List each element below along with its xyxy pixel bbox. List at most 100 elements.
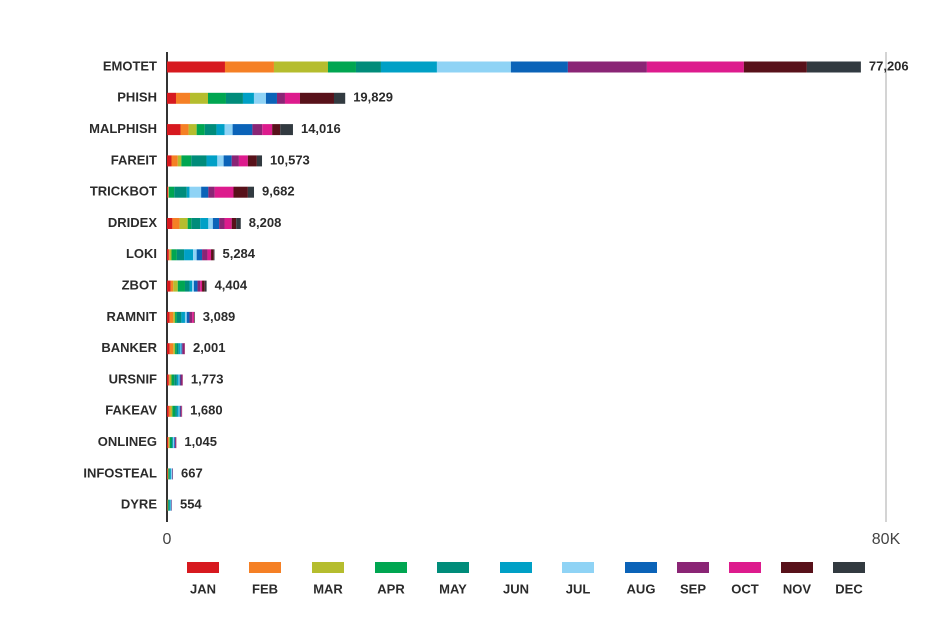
bar-segment (189, 280, 193, 292)
bar-segment (216, 124, 225, 136)
legend-label: DEC (835, 581, 863, 596)
bar-segment (168, 374, 170, 386)
bar-segment (175, 92, 191, 104)
bar-segment (187, 218, 192, 229)
legend-swatch (437, 562, 469, 573)
bar-segment (252, 124, 263, 136)
bar-segment (223, 155, 232, 167)
bar-segment (170, 499, 172, 511)
legend-label: FEB (252, 581, 278, 596)
bar-segment (180, 405, 182, 417)
total-label: 19,829 (353, 90, 393, 105)
bar-segment (168, 405, 171, 417)
bar-segment (806, 61, 861, 73)
bar-segment (175, 405, 177, 417)
category-label: BANKER (101, 340, 157, 355)
bar-segment (174, 437, 176, 449)
total-label: 554 (180, 497, 202, 512)
bar-segment (177, 155, 182, 167)
bar-segment (169, 499, 171, 511)
bar-segment (168, 249, 170, 261)
bar-segment (207, 92, 226, 104)
bar-segment (184, 311, 187, 323)
total-label: 77,206 (869, 58, 909, 73)
bar-segment (169, 249, 172, 261)
bar-segment (247, 186, 255, 198)
bar-segment (176, 249, 185, 261)
legend-label: JAN (190, 581, 216, 596)
bar-segment (177, 280, 185, 292)
bar-segment (175, 311, 177, 323)
bar-segment (184, 249, 194, 261)
bar-segment (175, 437, 176, 449)
legend-swatch (625, 562, 657, 573)
category-label: TRICKBOT (90, 184, 157, 199)
total-label: 14,016 (301, 121, 341, 136)
legend-swatch (187, 562, 219, 573)
bar-segment (179, 374, 181, 386)
bar-segment (180, 343, 182, 355)
bar-segment (256, 155, 263, 167)
total-label: 1,045 (184, 434, 217, 449)
bar-segment (167, 343, 170, 355)
legend-label: OCT (731, 581, 759, 596)
bar-segment (192, 311, 194, 323)
legend-label: SEP (680, 581, 706, 596)
bar-segment (181, 311, 185, 323)
legend-swatch (781, 562, 813, 573)
bar-segment (646, 61, 744, 73)
bar-segment (167, 155, 172, 167)
bar-segment (178, 343, 181, 355)
bar-segment (225, 92, 243, 104)
bar-segment (214, 186, 234, 198)
bar-segment (207, 249, 212, 261)
category-label: ONLINEG (98, 434, 157, 449)
bar-segment (231, 155, 239, 167)
legend-swatch (729, 562, 761, 573)
bar-segment (186, 311, 190, 323)
bar-segment (171, 437, 173, 449)
category-label: FAREIT (111, 152, 157, 167)
category-label: DRIDEX (108, 215, 157, 230)
bar-segment (231, 218, 237, 229)
bar-segment (204, 124, 217, 136)
bar-segment (171, 155, 178, 167)
bar-segment (436, 61, 511, 73)
bar-segment (280, 124, 293, 136)
bar-segment (276, 92, 285, 104)
bar-segment (193, 249, 197, 261)
bar-segment (170, 405, 173, 417)
legend-label: JUL (566, 581, 591, 596)
legend-swatch (562, 562, 594, 573)
bar-segment (208, 186, 215, 198)
bar-segment (193, 280, 198, 292)
bar-segment (184, 280, 190, 292)
category-label: FAKEAV (105, 403, 157, 418)
bar-segment (743, 61, 807, 73)
total-label: 5,284 (222, 246, 255, 261)
bar-segment (284, 92, 300, 104)
bar-segment (197, 280, 201, 292)
bar-segment (170, 280, 174, 292)
bar-segment (181, 155, 192, 167)
category-label: DYRE (121, 497, 157, 512)
bar-segment (167, 92, 176, 104)
bar-segment (189, 311, 193, 323)
legend-swatch (500, 562, 532, 573)
bar-segment (201, 186, 209, 198)
bar-segment (224, 218, 232, 229)
bar-segment (167, 499, 169, 511)
bar-segment (172, 405, 176, 417)
bar-segment (173, 311, 176, 323)
bar-segment (212, 218, 220, 229)
bar-segment (176, 311, 182, 323)
bar-segment (172, 437, 174, 449)
bar-segment (171, 249, 177, 261)
legend-label: NOV (783, 581, 812, 596)
bar-segment (265, 92, 277, 104)
bar-segment (206, 155, 218, 167)
bar-segment (299, 92, 334, 104)
category-label: PHISH (117, 90, 157, 105)
bar-segment (178, 374, 180, 386)
bar-segment (180, 374, 183, 386)
